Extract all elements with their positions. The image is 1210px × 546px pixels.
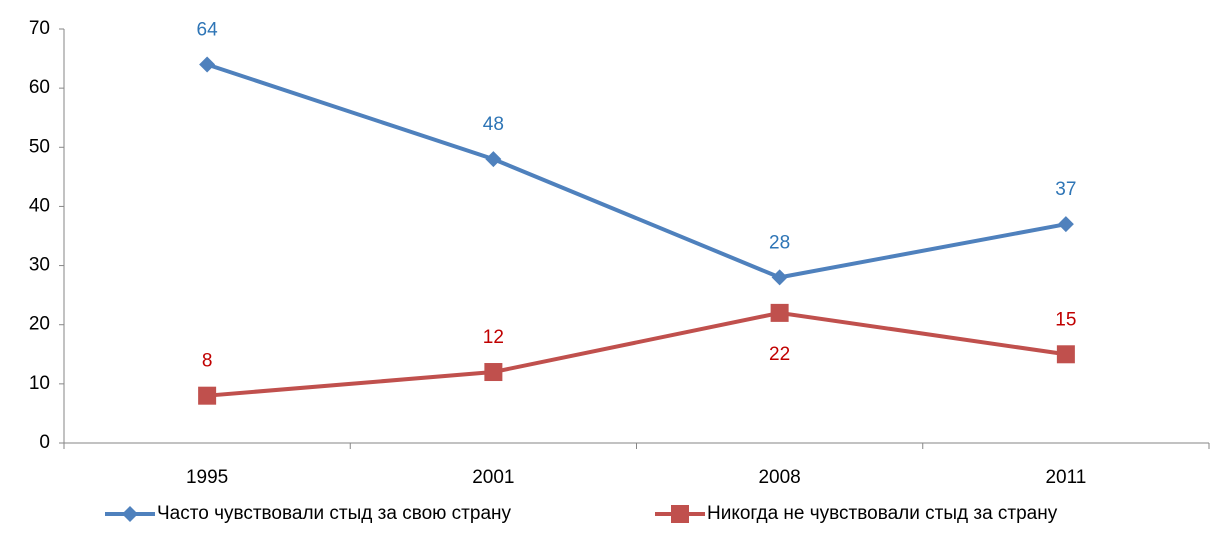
x-tick-label: 2008 (758, 467, 800, 488)
data-label: 22 (769, 344, 790, 365)
legend-label: Часто чувствовали стыд за свою страну (157, 503, 512, 524)
data-label: 48 (483, 114, 504, 135)
y-tick-label: 30 (29, 255, 50, 276)
y-tick-label: 40 (29, 195, 50, 216)
data-label: 64 (197, 20, 219, 41)
data-point (771, 269, 788, 286)
data-label: 37 (1055, 179, 1076, 200)
data-label: 28 (769, 232, 790, 253)
y-tick-label: 10 (29, 373, 50, 394)
x-tick-label: 1995 (186, 467, 228, 488)
data-label: 12 (483, 327, 504, 348)
legend-marker (122, 506, 138, 522)
data-label: 15 (1055, 309, 1076, 330)
y-tick-label: 60 (29, 77, 50, 98)
data-point (484, 363, 503, 382)
y-tick-label: 70 (29, 18, 50, 39)
x-tick-label: 2001 (472, 467, 514, 488)
y-tick-label: 50 (29, 136, 50, 157)
data-point (198, 386, 217, 405)
data-point (770, 303, 789, 322)
data-point (1056, 345, 1075, 364)
series-line (206, 310, 1067, 398)
x-tick-label: 2011 (1045, 467, 1086, 488)
legend-label: Никогда не чувствовали стыд за страну (707, 503, 1058, 524)
data-point (485, 151, 502, 168)
series-line (206, 62, 1067, 280)
data-point (1057, 216, 1074, 233)
legend-marker (671, 505, 689, 523)
y-tick-label: 20 (29, 314, 50, 335)
data-point (199, 56, 216, 73)
y-tick-label: 0 (39, 432, 50, 453)
data-label: 8 (202, 351, 213, 372)
